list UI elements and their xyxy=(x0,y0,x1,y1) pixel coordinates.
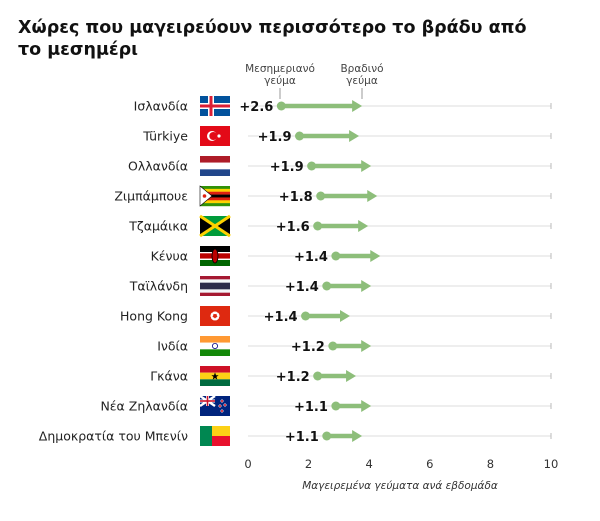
dot-lunch xyxy=(276,101,286,111)
chart-row: Türkiye +1.9 xyxy=(142,126,360,146)
chart-row: Ισλανδία +2.6 xyxy=(134,96,363,116)
difference-label: +1.2 xyxy=(291,340,325,355)
arrowhead-dinner xyxy=(361,340,372,352)
chart-row: Δημοκρατία του Μπενίν +1.1 xyxy=(39,426,363,446)
arrowhead-dinner xyxy=(339,310,350,322)
dot-lunch xyxy=(307,161,317,171)
difference-label: +1.8 xyxy=(279,190,313,205)
newzealand-flag-icon xyxy=(199,395,230,416)
thailand-flag-icon xyxy=(200,276,230,296)
x-axis: 0 2 4 6 8 10 xyxy=(244,457,558,471)
arrowhead-dinner xyxy=(370,250,381,262)
jamaica-flag-icon xyxy=(199,214,231,238)
dot-lunch xyxy=(313,371,323,381)
country-label: Ινδία xyxy=(157,339,188,354)
chart-row: Ζιμπάμπουε +1.8 xyxy=(114,185,378,207)
arrowhead-dinner xyxy=(367,190,378,202)
x-tick-label: 8 xyxy=(487,457,494,471)
difference-label: +1.2 xyxy=(276,370,310,385)
hongkong-flag-icon xyxy=(200,306,230,326)
iceland-flag-icon xyxy=(200,96,230,116)
netherlands-flag-icon xyxy=(200,156,230,176)
difference-label: +1.4 xyxy=(264,310,298,325)
dot-lunch xyxy=(331,251,341,261)
arrowhead-dinner xyxy=(361,280,372,292)
dot-lunch xyxy=(316,191,326,201)
chart-row: Ταϊλάνδη +1.4 xyxy=(129,276,372,296)
benin-flag-icon xyxy=(200,426,230,446)
country-label: Türkiye xyxy=(142,129,188,144)
dot-lunch xyxy=(322,281,332,291)
x-tick-label: 4 xyxy=(366,457,373,471)
zimbabwe-flag-icon xyxy=(199,185,230,207)
country-label: Ολλανδία xyxy=(128,159,188,174)
india-flag-icon xyxy=(200,336,230,356)
chart-row: Τζαμάικα +1.6 xyxy=(128,214,369,238)
x-tick-label: 6 xyxy=(426,457,433,471)
x-axis-label: Μαγειρεμένα γεύματα ανά εβδομάδα xyxy=(302,480,498,492)
dot-lunch xyxy=(295,131,305,141)
difference-label: +2.6 xyxy=(239,100,273,115)
difference-label: +1.4 xyxy=(285,280,319,295)
dot-lunch xyxy=(301,311,311,321)
chart-row: Hong Kong +1.4 xyxy=(120,306,350,326)
country-label: Ζιμπάμπουε xyxy=(114,189,188,204)
country-label: Κένυα xyxy=(151,249,188,264)
chart-row: Νέα Ζηλανδία +1.1 xyxy=(100,395,372,416)
dot-lunch xyxy=(322,431,332,441)
country-label: Γκάνα xyxy=(150,369,188,384)
arrowhead-dinner xyxy=(352,100,363,112)
chart-row: Ινδία +1.2 xyxy=(157,336,372,356)
difference-label: +1.6 xyxy=(276,220,310,235)
arrowhead-dinner xyxy=(361,160,372,172)
legend-lunch-line1: Μεσημεριανό xyxy=(245,63,315,75)
rows-layer: Ισλανδία +2.6 Türkiye +1.9 Ολλανδία +1.9 Ζιμπά… xyxy=(39,96,381,446)
arrowhead-dinner xyxy=(346,370,357,382)
arrowhead-dinner xyxy=(358,220,369,232)
country-label: Δημοκρατία του Μπενίν xyxy=(39,429,188,444)
kenya-flag-icon xyxy=(200,246,230,266)
x-tick-label: 2 xyxy=(305,457,312,471)
country-label: Hong Kong xyxy=(120,309,188,324)
country-label: Τζαμάικα xyxy=(128,219,188,234)
difference-label: +1.4 xyxy=(294,250,328,265)
dot-lunch xyxy=(313,221,323,231)
arrowhead-dinner xyxy=(361,400,372,412)
legend-dinner-line1: Βραδινό xyxy=(340,63,383,75)
legend-dinner-line2: γεύμα xyxy=(346,75,378,87)
difference-label: +1.9 xyxy=(258,130,292,145)
chart-row: Κένυα +1.4 xyxy=(151,246,381,266)
legend: Μεσημεριανό γεύμα Βραδινό γεύμα xyxy=(245,63,384,99)
dot-lunch xyxy=(331,401,341,411)
country-label: Ισλανδία xyxy=(134,99,188,114)
x-tick-label: 0 xyxy=(244,457,251,471)
arrowhead-dinner xyxy=(352,430,363,442)
chart-row: Γκάνα +1.2 xyxy=(150,366,357,386)
x-tick-label: 10 xyxy=(544,457,559,471)
legend-lunch-line2: γεύμα xyxy=(264,75,296,87)
grid-layer xyxy=(248,103,552,439)
arrowhead-dinner xyxy=(349,130,360,142)
difference-label: +1.1 xyxy=(285,430,319,445)
ghana-flag-icon xyxy=(200,366,230,386)
difference-label: +1.1 xyxy=(294,400,328,415)
turkey-flag-icon xyxy=(200,126,230,146)
dot-lunch xyxy=(328,341,338,351)
chart-row: Ολλανδία +1.9 xyxy=(128,156,372,176)
country-label: Ταϊλάνδη xyxy=(129,279,188,294)
difference-label: +1.9 xyxy=(270,160,304,175)
country-label: Νέα Ζηλανδία xyxy=(100,399,188,414)
chart-title: Χώρες που μαγειρεύουν περισσότερο το βρά… xyxy=(18,18,527,60)
